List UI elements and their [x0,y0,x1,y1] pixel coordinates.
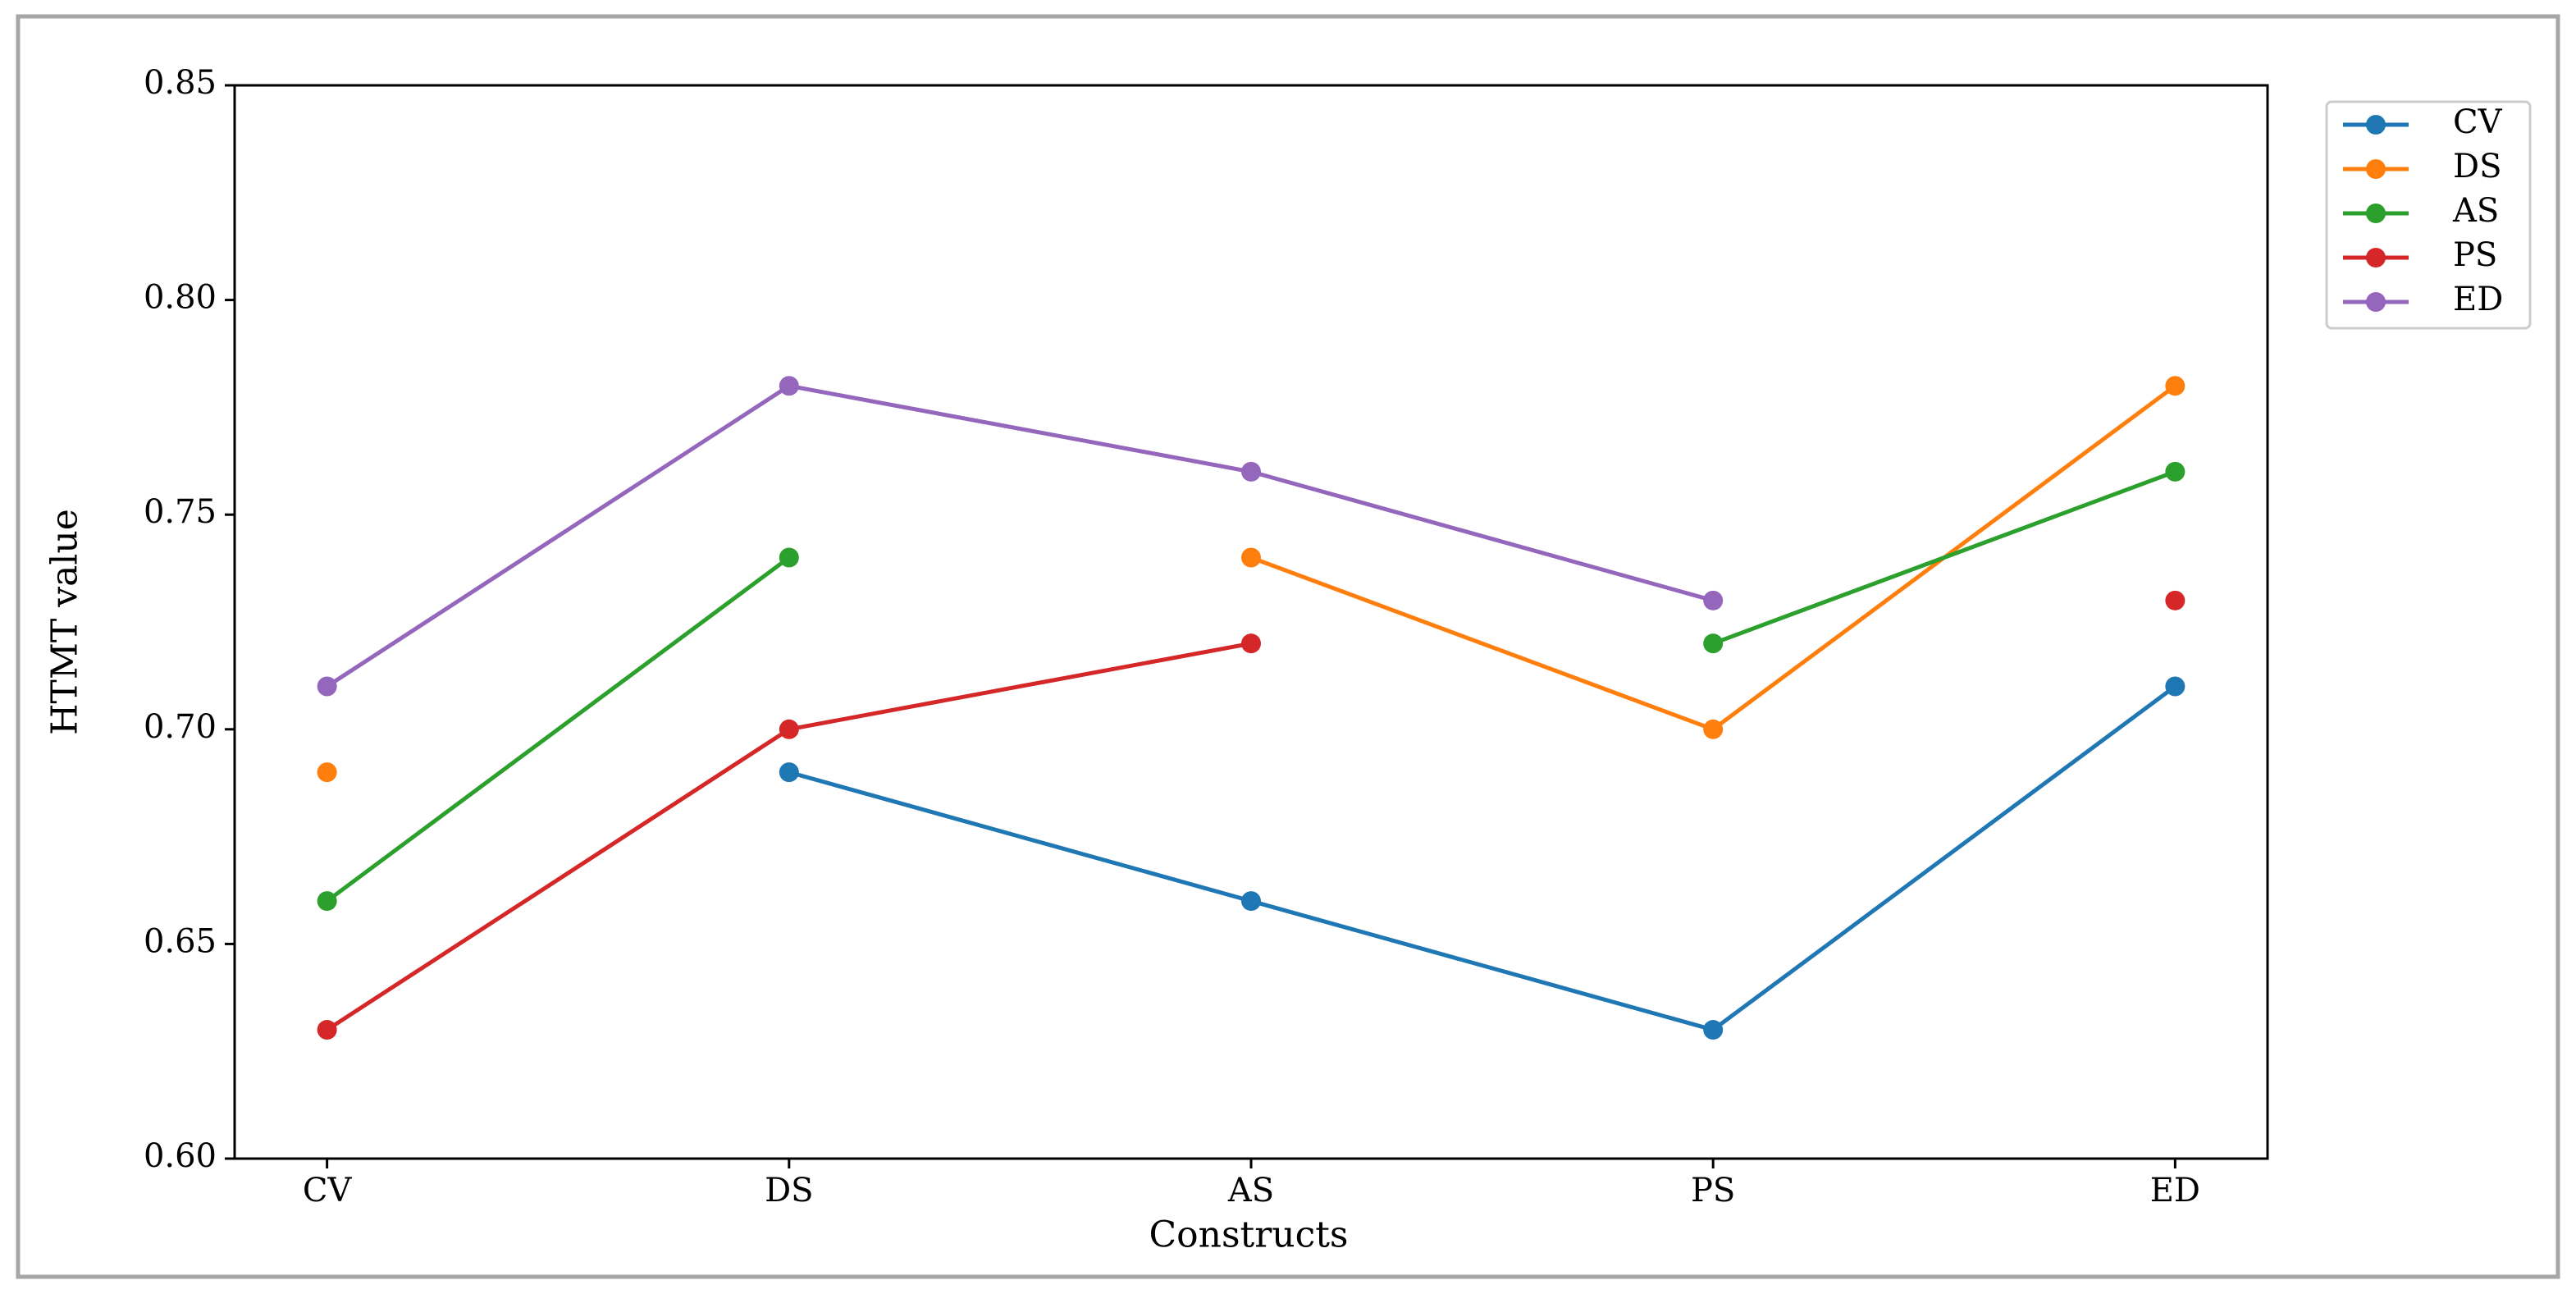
x-tick-label: DS [765,1172,813,1209]
point [2165,676,2185,697]
point [2165,461,2185,482]
legend-label: PS [2453,236,2497,274]
point [317,1020,337,1040]
point [779,762,799,783]
point [2165,590,2185,610]
point [1241,461,1261,482]
point [1703,1020,1724,1040]
legend-label: AS [2452,192,2499,230]
y-axis-label: HTMT value [44,509,86,735]
legend-label: CV [2453,103,2503,141]
point [2165,376,2185,396]
point [1703,719,1724,739]
point [317,676,337,697]
y-tick-label: 0.75 [144,493,217,531]
series-line [326,469,2176,903]
point [317,891,337,912]
legend-marker [2366,292,2386,312]
x-tick-label: PS [1691,1172,1735,1209]
y-tick-label: 0.80 [144,279,217,317]
legend-marker [2366,115,2386,135]
x-axis-label: Constructs [1149,1214,1348,1256]
y-tick-label: 0.60 [144,1137,217,1175]
point [317,762,337,783]
point [1703,633,1724,654]
series-line [788,684,2176,1032]
y-tick-label: 0.70 [144,708,217,746]
y-tick-label: 0.65 [144,922,217,960]
legend [2325,100,2532,330]
x-tick-label: ED [2150,1172,2200,1209]
point [1241,891,1261,912]
x-tick-label: AS [1227,1172,1274,1209]
series-line [326,383,1714,688]
point [779,719,799,739]
legend-marker [2366,159,2386,179]
point [1241,633,1261,654]
point [1241,547,1261,568]
y-tick-label: 0.85 [144,64,217,102]
x-tick-label: CV [303,1172,353,1209]
frame [16,14,2560,1279]
point [779,547,799,568]
legend-marker [2366,248,2386,267]
legend-label: DS [2453,148,2501,185]
point [779,376,799,396]
legend-marker [2366,203,2386,223]
point [1703,590,1724,610]
legend-label: ED [2453,281,2503,318]
